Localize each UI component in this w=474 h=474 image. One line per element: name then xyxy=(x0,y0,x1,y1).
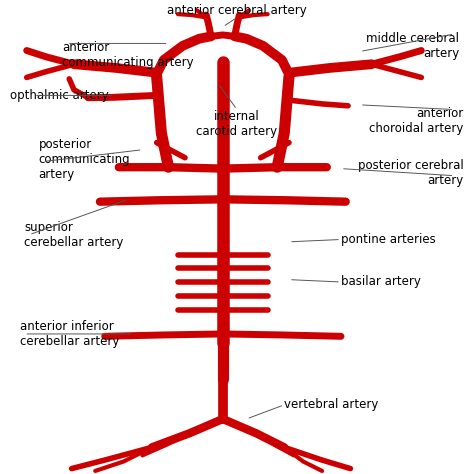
Text: anterior
communicating artery: anterior communicating artery xyxy=(62,41,194,69)
Text: vertebral artery: vertebral artery xyxy=(284,398,379,411)
Text: middle cerebral
artery: middle cerebral artery xyxy=(366,32,459,60)
Text: superior
cerebellar artery: superior cerebellar artery xyxy=(24,221,124,249)
Text: posterior
communicating
artery: posterior communicating artery xyxy=(38,137,130,181)
Text: anterior
choroidal artery: anterior choroidal artery xyxy=(369,107,464,135)
Text: opthalmic artery: opthalmic artery xyxy=(10,89,109,102)
Text: anterior inferior
cerebellar artery: anterior inferior cerebellar artery xyxy=(19,320,119,348)
Text: anterior cerebral artery: anterior cerebral artery xyxy=(167,4,307,18)
Text: posterior cerebral
artery: posterior cerebral artery xyxy=(358,159,464,187)
Text: internal
carotid artery: internal carotid artery xyxy=(196,109,278,137)
Text: pontine arteries: pontine arteries xyxy=(341,233,436,246)
Text: basilar artery: basilar artery xyxy=(341,275,421,289)
